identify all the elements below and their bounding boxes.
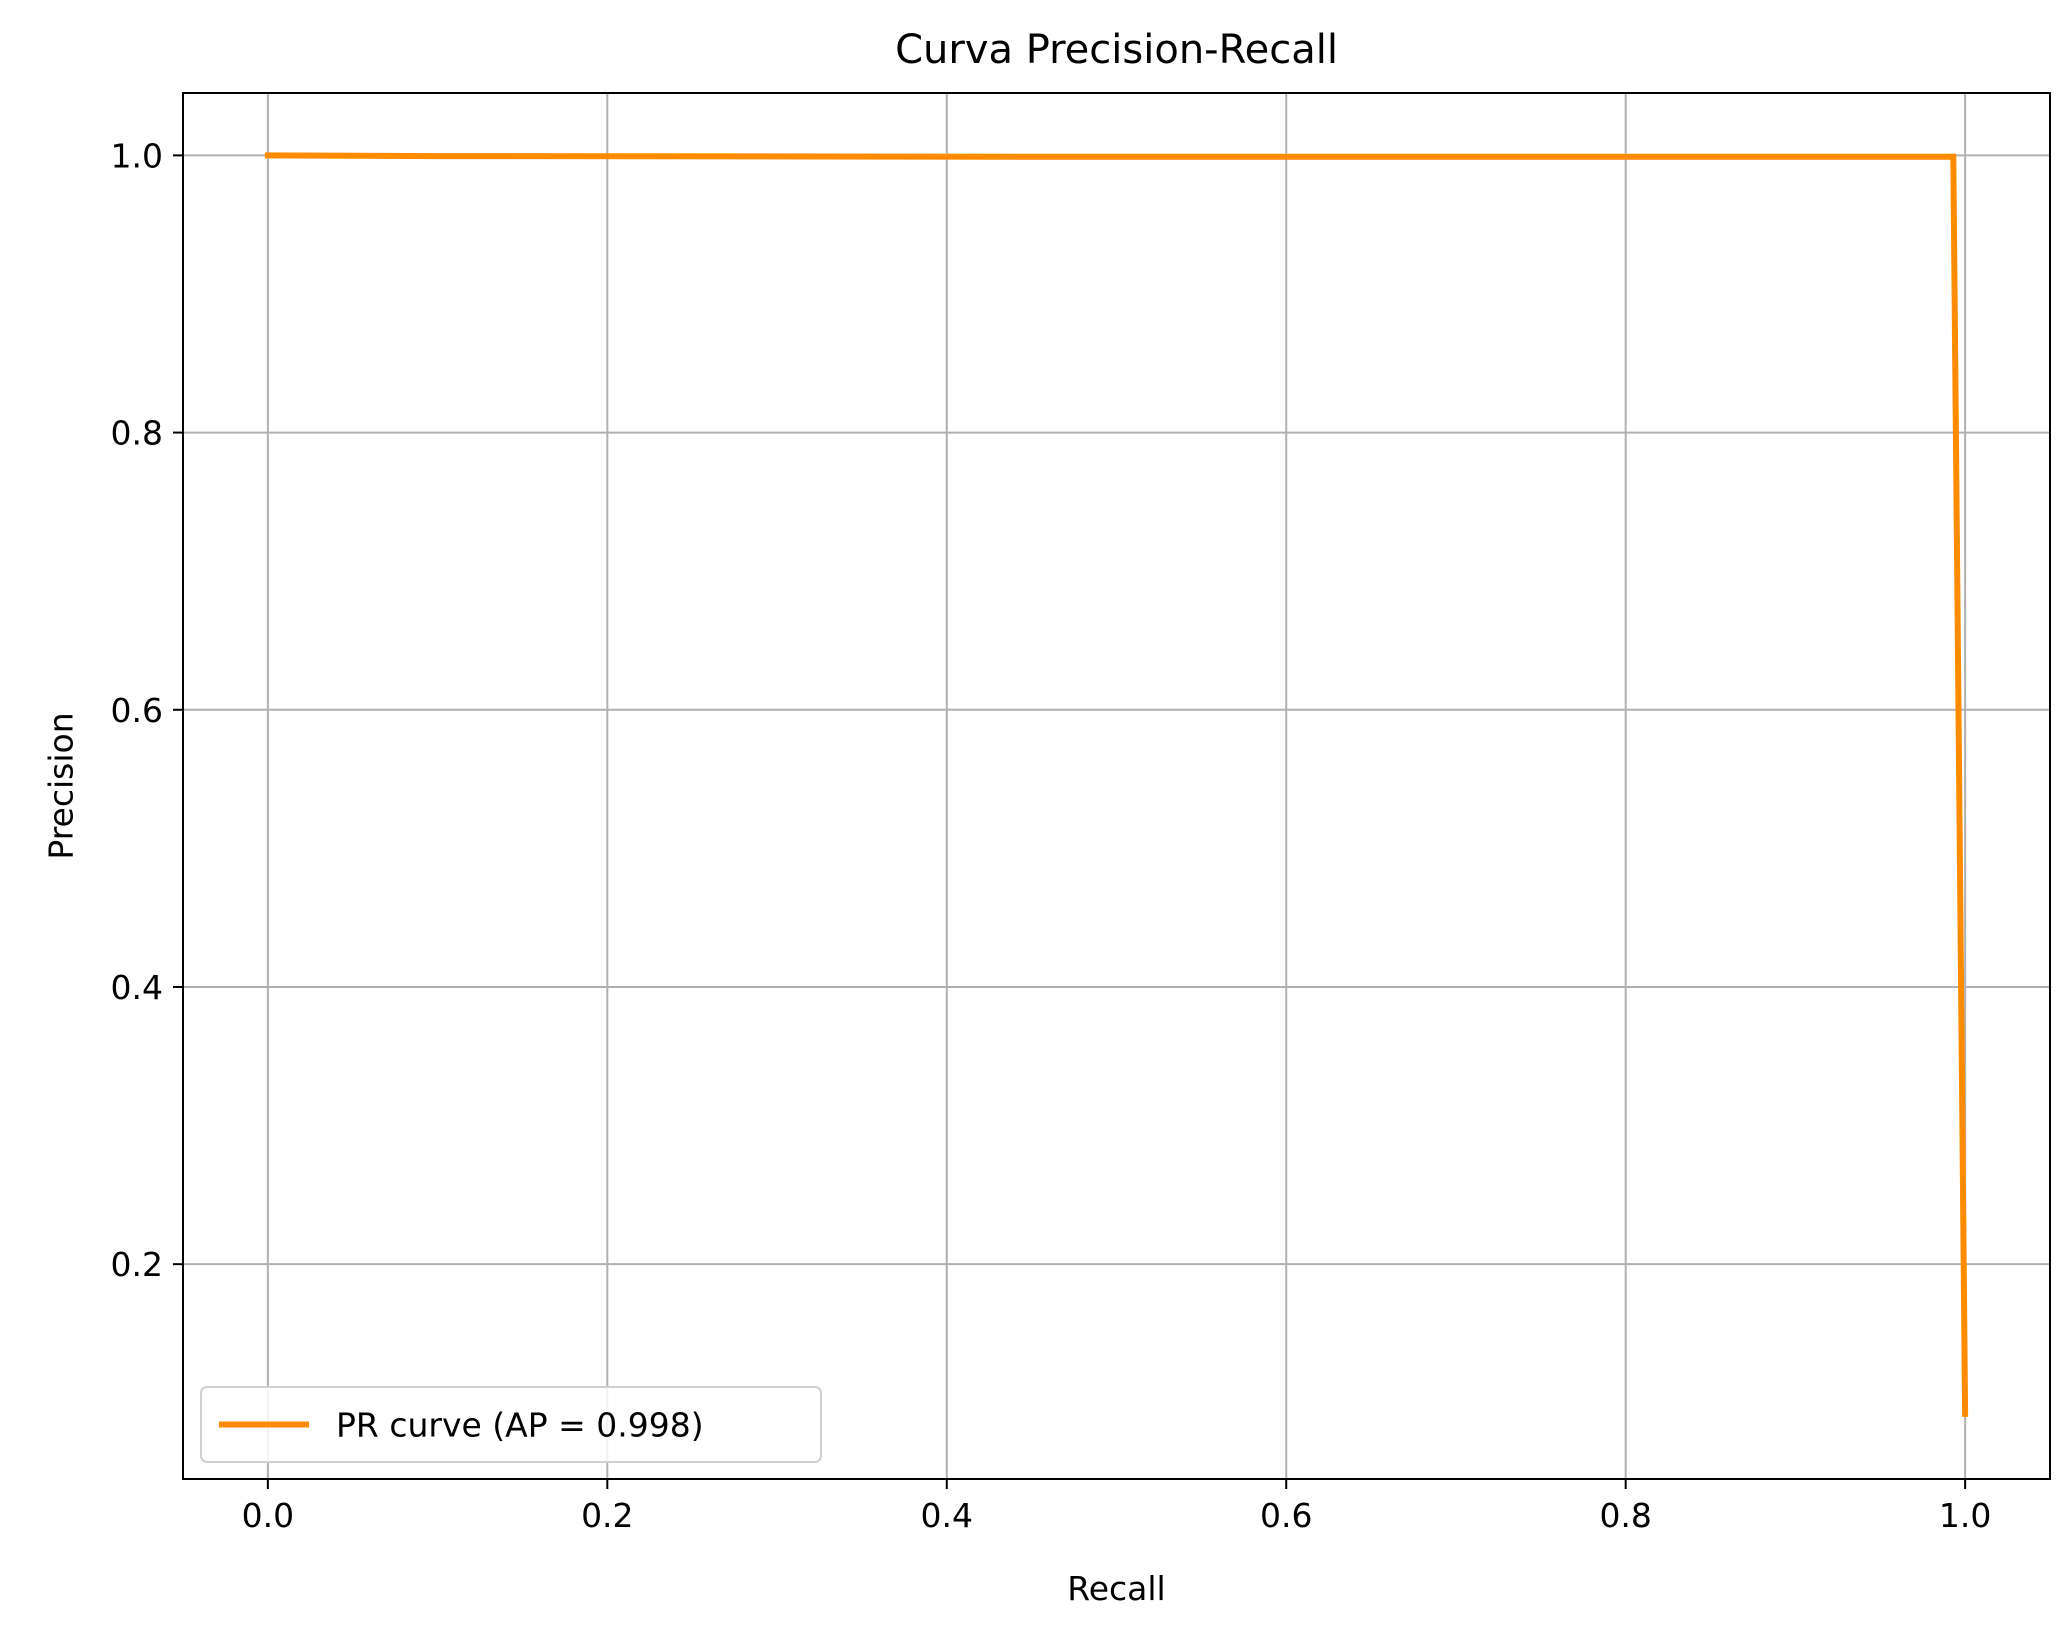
plot-area-frame xyxy=(182,92,2051,1480)
axis-ticks: 0.0 0.2 0.4 0.6 0.8 1.0 0.2 0.4 0.6 0.8 1.0 xyxy=(111,136,1992,1535)
legend-label: PR curve (AP = 0.998) xyxy=(336,1406,704,1445)
y-axis-title: Precision xyxy=(42,712,81,859)
pr-curve-line xyxy=(264,152,1969,1417)
x-tick-label: 0.8 xyxy=(1599,1496,1651,1535)
x-tick-label: 0.4 xyxy=(921,1496,973,1535)
y-tick-label: 0.6 xyxy=(111,691,163,730)
x-axis-title: Recall xyxy=(1067,1569,1165,1608)
y-tick-label: 0.8 xyxy=(111,414,163,453)
y-tick-label: 0.2 xyxy=(111,1245,163,1284)
y-tick-label: 0.4 xyxy=(111,968,163,1007)
x-tick-label: 0.0 xyxy=(242,1496,294,1535)
series-lines xyxy=(264,152,1969,1417)
legend-box xyxy=(200,1386,822,1463)
x-tick-label: 0.2 xyxy=(581,1496,633,1535)
x-tick-label: 0.6 xyxy=(1260,1496,1312,1535)
x-tick-label: 1.0 xyxy=(1939,1496,1991,1535)
legend: PR curve (AP = 0.998) xyxy=(200,1386,822,1463)
y-tick-label: 1.0 xyxy=(111,136,163,175)
chart-title: Curva Precision-Recall xyxy=(895,27,1338,73)
